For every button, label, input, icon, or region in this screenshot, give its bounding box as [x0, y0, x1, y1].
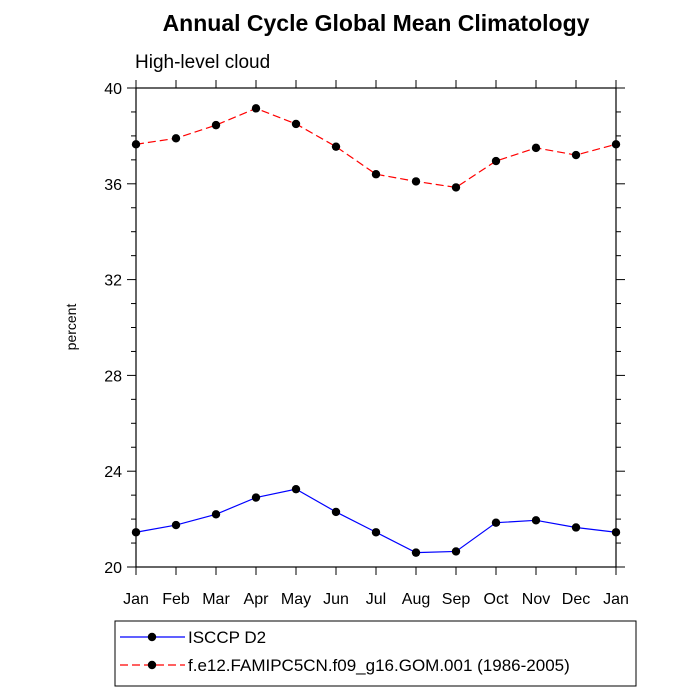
x-tick-label: May: [281, 591, 311, 608]
plot-frame: [135, 87, 617, 568]
data-point: [251, 493, 261, 502]
data-point: [411, 177, 421, 186]
data-point: [211, 120, 221, 130]
data-point: [611, 140, 621, 149]
data-point: [491, 156, 501, 166]
legend-box: [114, 620, 637, 687]
data-point: [131, 140, 141, 149]
x-tick-label: Dec: [562, 591, 590, 608]
y-tick-label: 40: [104, 81, 122, 98]
y-tick-label: 24: [104, 464, 122, 481]
series-layer: [131, 104, 621, 557]
x-tick-label: Sep: [442, 591, 471, 608]
data-point: [531, 516, 541, 525]
y-tick-label: 20: [104, 560, 122, 577]
data-point: [331, 507, 341, 517]
data-point: [411, 548, 421, 557]
x-tick-label: Jul: [366, 591, 386, 608]
x-tick-label: Nov: [522, 591, 550, 608]
data-point: [571, 523, 581, 532]
data-point: [531, 143, 541, 153]
y-axis-label: percent: [63, 304, 79, 351]
data-point: [371, 528, 381, 537]
x-tick-label: Apr: [244, 591, 270, 608]
x-tick-label: Mar: [202, 591, 230, 608]
data-point: [291, 484, 301, 494]
legend: ISCCP D2 f.e12.FAMIPC5CN.f09_g16.GOM.001 …: [114, 620, 637, 687]
data-point: [451, 547, 461, 556]
y-tick-label: 36: [104, 177, 122, 194]
x-tick-label: Oct: [484, 591, 509, 608]
data-point: [171, 134, 181, 143]
legend-marker-1: [147, 660, 157, 670]
data-point: [451, 183, 461, 192]
chart-subtitle: High-level cloud: [135, 52, 270, 73]
x-tick-label: Aug: [402, 591, 430, 608]
x-tick-label: Jan: [123, 591, 149, 608]
x-tick-label: Feb: [162, 591, 190, 608]
legend-label-0: ISCCP D2: [188, 628, 266, 647]
data-point: [571, 150, 581, 160]
x-tick-label: Jun: [323, 591, 349, 608]
data-point: [491, 518, 501, 527]
data-point: [251, 104, 261, 113]
data-point: [211, 510, 221, 519]
x-tick-label: Jan: [603, 591, 629, 608]
axis-ticks: 20 24 28 32 36 40 Jan Feb Mar Apr May Jun Jul Aug Sep O…: [104, 80, 629, 608]
legend-label-1: f.e12.FAMIPC5CN.f09_g16.GOM.001 (1986-20…: [188, 656, 570, 675]
data-point: [131, 528, 141, 537]
data-point: [371, 170, 381, 179]
data-point: [171, 520, 181, 530]
chart-title: Annual Cycle Global Mean Climatology: [163, 10, 590, 36]
y-tick-label: 32: [104, 273, 122, 290]
data-point: [611, 528, 621, 537]
legend-marker-0: [147, 632, 157, 642]
data-point: [291, 119, 301, 129]
data-point: [331, 142, 341, 151]
y-tick-label: 28: [104, 368, 122, 385]
series-line-0: [135, 488, 617, 554]
